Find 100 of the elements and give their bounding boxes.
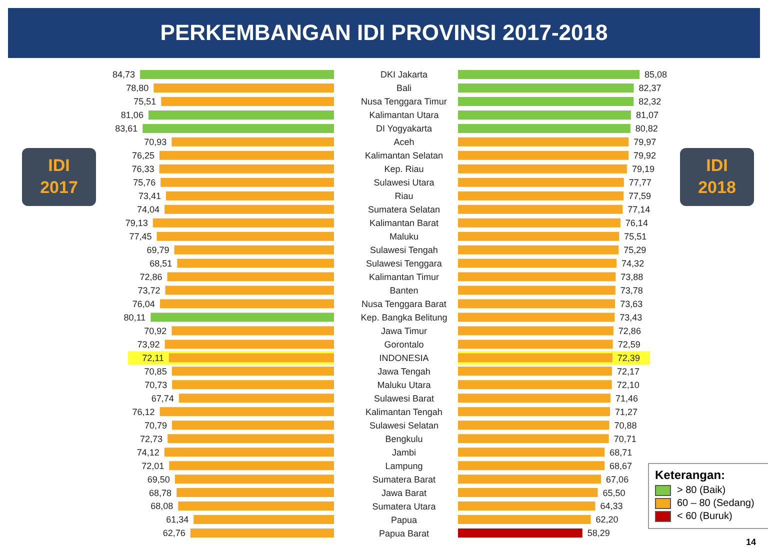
data-label: 72,10 bbox=[616, 380, 640, 390]
y-tick-label: Nusa Tenggara Barat bbox=[362, 299, 447, 309]
data-label: 72,17 bbox=[616, 366, 640, 376]
data-label: 69,79 bbox=[146, 245, 170, 256]
callout-box: IDI 2017 bbox=[22, 148, 96, 206]
data-label: 70,92 bbox=[144, 326, 167, 336]
y-tick-label: Riau bbox=[394, 191, 414, 202]
bar bbox=[150, 312, 334, 322]
data-label: 82,37 bbox=[638, 83, 662, 94]
bar bbox=[169, 461, 334, 470]
bar bbox=[142, 124, 334, 133]
bar bbox=[172, 366, 334, 376]
bar bbox=[164, 204, 334, 214]
bar bbox=[458, 326, 614, 336]
bar bbox=[190, 528, 334, 538]
data-label: 67,06 bbox=[606, 474, 629, 484]
data-label: 75,51 bbox=[134, 96, 156, 107]
data-label: 81,07 bbox=[636, 110, 658, 120]
data-label: 73,41 bbox=[138, 191, 161, 202]
data-label: 72,73 bbox=[140, 434, 163, 444]
bar bbox=[458, 96, 634, 106]
data-label: 79,97 bbox=[634, 137, 656, 148]
y-tick-label: Papua bbox=[390, 514, 418, 525]
y-tick-label: Lampung bbox=[385, 460, 423, 471]
y-tick-label: Papua Barat bbox=[378, 528, 430, 538]
y-tick-label: Kalimantan Barat bbox=[369, 218, 440, 228]
y-tick-label: INDONESIA bbox=[379, 352, 429, 363]
data-label: 76,33 bbox=[132, 164, 154, 174]
y-tick-label: Sulawesi Barat bbox=[374, 393, 435, 404]
bar bbox=[458, 245, 619, 254]
bar bbox=[458, 488, 598, 498]
bar bbox=[168, 434, 334, 444]
data-label: 62,20 bbox=[596, 514, 618, 525]
data-label: 70,85 bbox=[144, 366, 167, 376]
y-tick-label: Jawa Tengah bbox=[378, 366, 430, 376]
bar bbox=[174, 474, 334, 484]
y-tick-label: Kep. Bangka Belitung bbox=[360, 312, 448, 322]
bar bbox=[164, 448, 334, 457]
data-label: 82,32 bbox=[638, 96, 662, 107]
bar bbox=[458, 394, 610, 403]
data-label: 77,45 bbox=[129, 232, 152, 242]
data-label: 79,13 bbox=[125, 218, 148, 228]
data-label: 76,14 bbox=[625, 218, 648, 228]
y-tick-label: Sumatera Selatan bbox=[368, 204, 440, 215]
bar bbox=[458, 286, 616, 295]
bar bbox=[458, 272, 616, 282]
bar bbox=[458, 299, 616, 308]
bar bbox=[140, 70, 334, 79]
bar bbox=[177, 258, 334, 268]
bar bbox=[458, 434, 609, 444]
bar bbox=[458, 204, 623, 214]
bar bbox=[458, 366, 612, 376]
data-label: 73,92 bbox=[137, 339, 160, 350]
data-label: 73,72 bbox=[138, 285, 160, 296]
data-label: 71,46 bbox=[615, 393, 638, 404]
bar bbox=[172, 420, 334, 430]
data-label: 61,34 bbox=[166, 514, 189, 525]
data-label: 64,33 bbox=[600, 501, 623, 512]
data-label: 76,04 bbox=[132, 298, 155, 309]
data-label: 81,06 bbox=[120, 110, 144, 120]
bar bbox=[458, 83, 634, 92]
y-tick-label: Banten bbox=[390, 286, 418, 296]
bar bbox=[458, 110, 631, 120]
bar bbox=[160, 299, 334, 308]
bar bbox=[458, 515, 591, 524]
data-label: 75,76 bbox=[133, 178, 156, 188]
bar bbox=[178, 394, 334, 403]
bar bbox=[160, 407, 334, 416]
y-tick-label: Sulawesi Selatan bbox=[369, 420, 439, 430]
bar bbox=[172, 326, 334, 336]
y-tick-label: Sulawesi Utara bbox=[374, 178, 434, 188]
bar bbox=[458, 502, 596, 511]
y-tick-label: Sulawesi Tenggara bbox=[366, 258, 442, 269]
data-label: 69,50 bbox=[147, 474, 170, 484]
data-label: 68,51 bbox=[150, 258, 172, 268]
legend-title: Keterangan: bbox=[655, 468, 726, 482]
y-tick-label: Aceh bbox=[394, 137, 414, 148]
data-label: 74,04 bbox=[137, 204, 160, 215]
data-label: 67,74 bbox=[151, 393, 174, 404]
bar bbox=[148, 110, 334, 120]
bar bbox=[458, 461, 604, 470]
bar bbox=[194, 515, 334, 524]
data-label: 73,78 bbox=[620, 285, 643, 296]
text: 14 bbox=[746, 537, 756, 547]
bar bbox=[458, 150, 628, 160]
bar bbox=[458, 70, 640, 79]
data-label: 71,27 bbox=[615, 406, 638, 417]
y-tick-label: Sumatera Barat bbox=[372, 474, 436, 484]
bar bbox=[174, 245, 334, 254]
y-tick-label: Kalimantan Utara bbox=[369, 110, 439, 120]
data-label: 74,12 bbox=[136, 447, 160, 458]
data-label: 58,29 bbox=[587, 528, 610, 538]
bar bbox=[458, 258, 617, 268]
y-tick-label: Nusa Tenggara Timur bbox=[361, 96, 447, 107]
bar bbox=[458, 407, 610, 416]
data-label: 72,59 bbox=[618, 339, 640, 350]
data-label: 72,01 bbox=[142, 460, 164, 471]
data-label: 68,71 bbox=[610, 447, 632, 458]
bar bbox=[166, 191, 334, 200]
bar bbox=[172, 380, 334, 390]
